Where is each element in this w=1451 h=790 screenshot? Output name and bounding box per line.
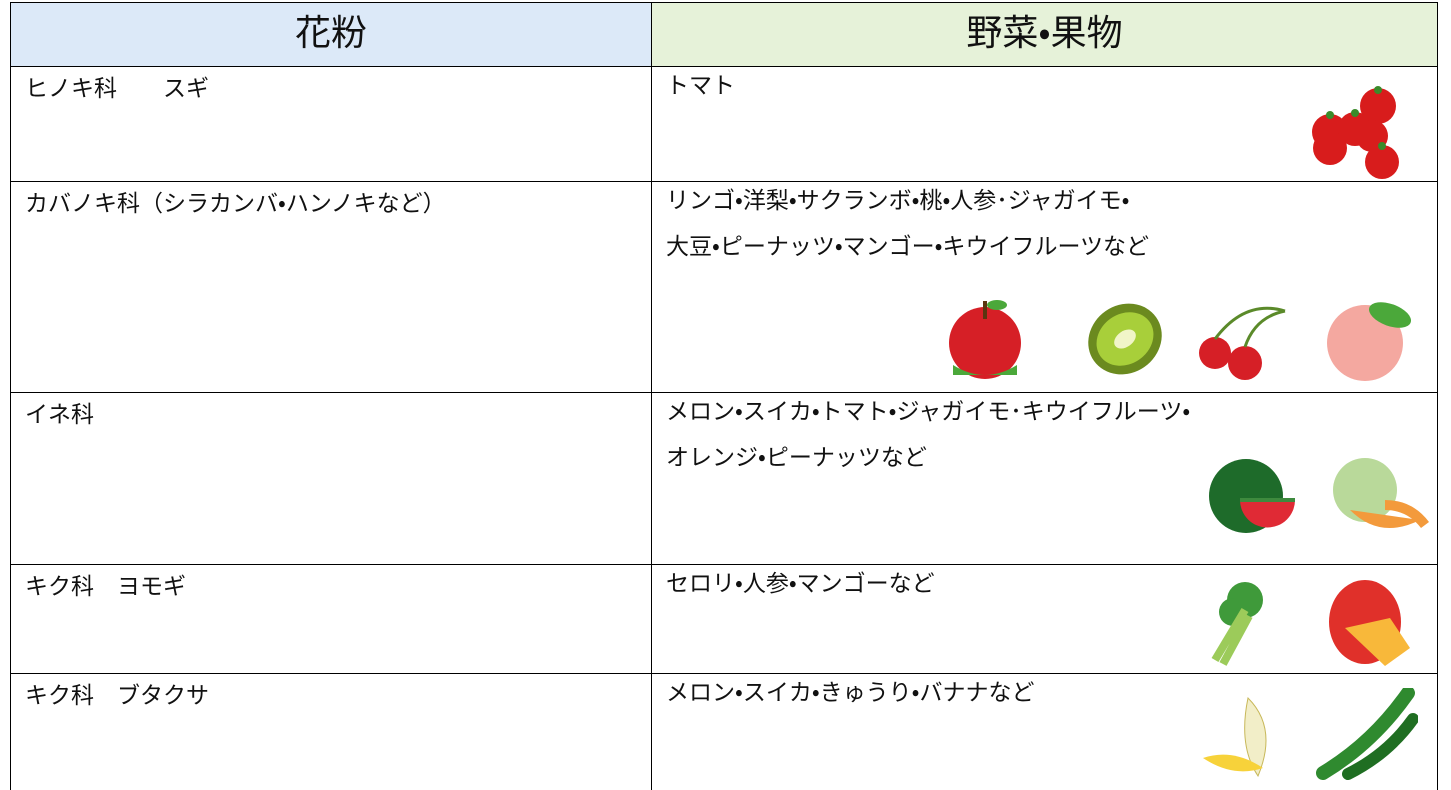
- food-text: リンゴ・洋梨・サクランボ・桃・人参･ジャガイモ・ 大豆・ピーナッツ・マンゴー・キウ…: [666, 178, 1149, 270]
- fruit-illustration: [949, 300, 1412, 381]
- food-cell: リンゴ・洋梨・サクランボ・桃・人参･ジャガイモ・ 大豆・ピーナッツ・マンゴー・キウ…: [651, 181, 1438, 392]
- pollen-text: ヒノキ科 スギ: [25, 76, 209, 102]
- food-cell: メロン・スイカ・きゅうり・バナナなど: [651, 673, 1438, 790]
- food-line: 大豆・ピーナッツ・マンゴー・キウイフルーツなど: [666, 234, 1149, 260]
- pollen-cell: カバノキ科（シラカンバ・ハンノキなど）: [10, 181, 651, 392]
- food-line: メロン・スイカ・きゅうり・バナナなど: [666, 680, 1035, 706]
- header-cell: 花粉: [10, 2, 651, 66]
- header-text: 野菜・果物: [966, 13, 1123, 54]
- pollen-text: カバノキ科（シラカンバ・ハンノキなど）: [25, 191, 446, 217]
- header-text: 花粉: [294, 13, 367, 54]
- food-line: オレンジ・ピーナッツなど: [666, 445, 927, 471]
- food-cell: トマト: [651, 66, 1438, 181]
- banana-illustration: [1203, 688, 1418, 780]
- melon-illustration: [1209, 458, 1429, 533]
- pollen-text: キク科 ブタクサ: [25, 683, 209, 709]
- food-text: メロン・スイカ・きゅうり・バナナなど: [666, 670, 1034, 716]
- food-line: メロン・スイカ・トマト・ジャガイモ･キウイフルーツ・: [666, 399, 1191, 425]
- tomato-illustration: [1312, 86, 1399, 179]
- pollen-cell: キク科 ヨモギ: [10, 564, 651, 673]
- food-text: セロリ・人参・マンゴーなど: [666, 561, 935, 607]
- header-cell: 野菜・果物: [651, 2, 1438, 66]
- pollen-cell: ヒノキ科 スギ: [10, 66, 651, 181]
- pollen-text: イネ科: [25, 402, 94, 428]
- food-line: セロリ・人参・マンゴーなど: [666, 571, 935, 597]
- food-text: メロン・スイカ・トマト・ジャガイモ･キウイフルーツ・ オレンジ・ピーナッツなど: [666, 389, 1190, 481]
- pollen-cell: キク科 ブタクサ: [10, 673, 651, 790]
- food-cell: メロン・スイカ・トマト・ジャガイモ･キウイフルーツ・ オレンジ・ピーナッツなど: [651, 392, 1438, 564]
- vegetable-illustration: [1211, 580, 1410, 666]
- pollen-cell: イネ科: [10, 392, 651, 564]
- food-line: トマト: [666, 73, 735, 99]
- food-line: リンゴ・洋梨・サクランボ・桃・人参･ジャガイモ・: [666, 188, 1130, 214]
- pollen-text: キク科 ヨモギ: [25, 574, 186, 600]
- food-cell: セロリ・人参・マンゴーなど: [651, 564, 1438, 673]
- food-text: トマト: [666, 63, 735, 109]
